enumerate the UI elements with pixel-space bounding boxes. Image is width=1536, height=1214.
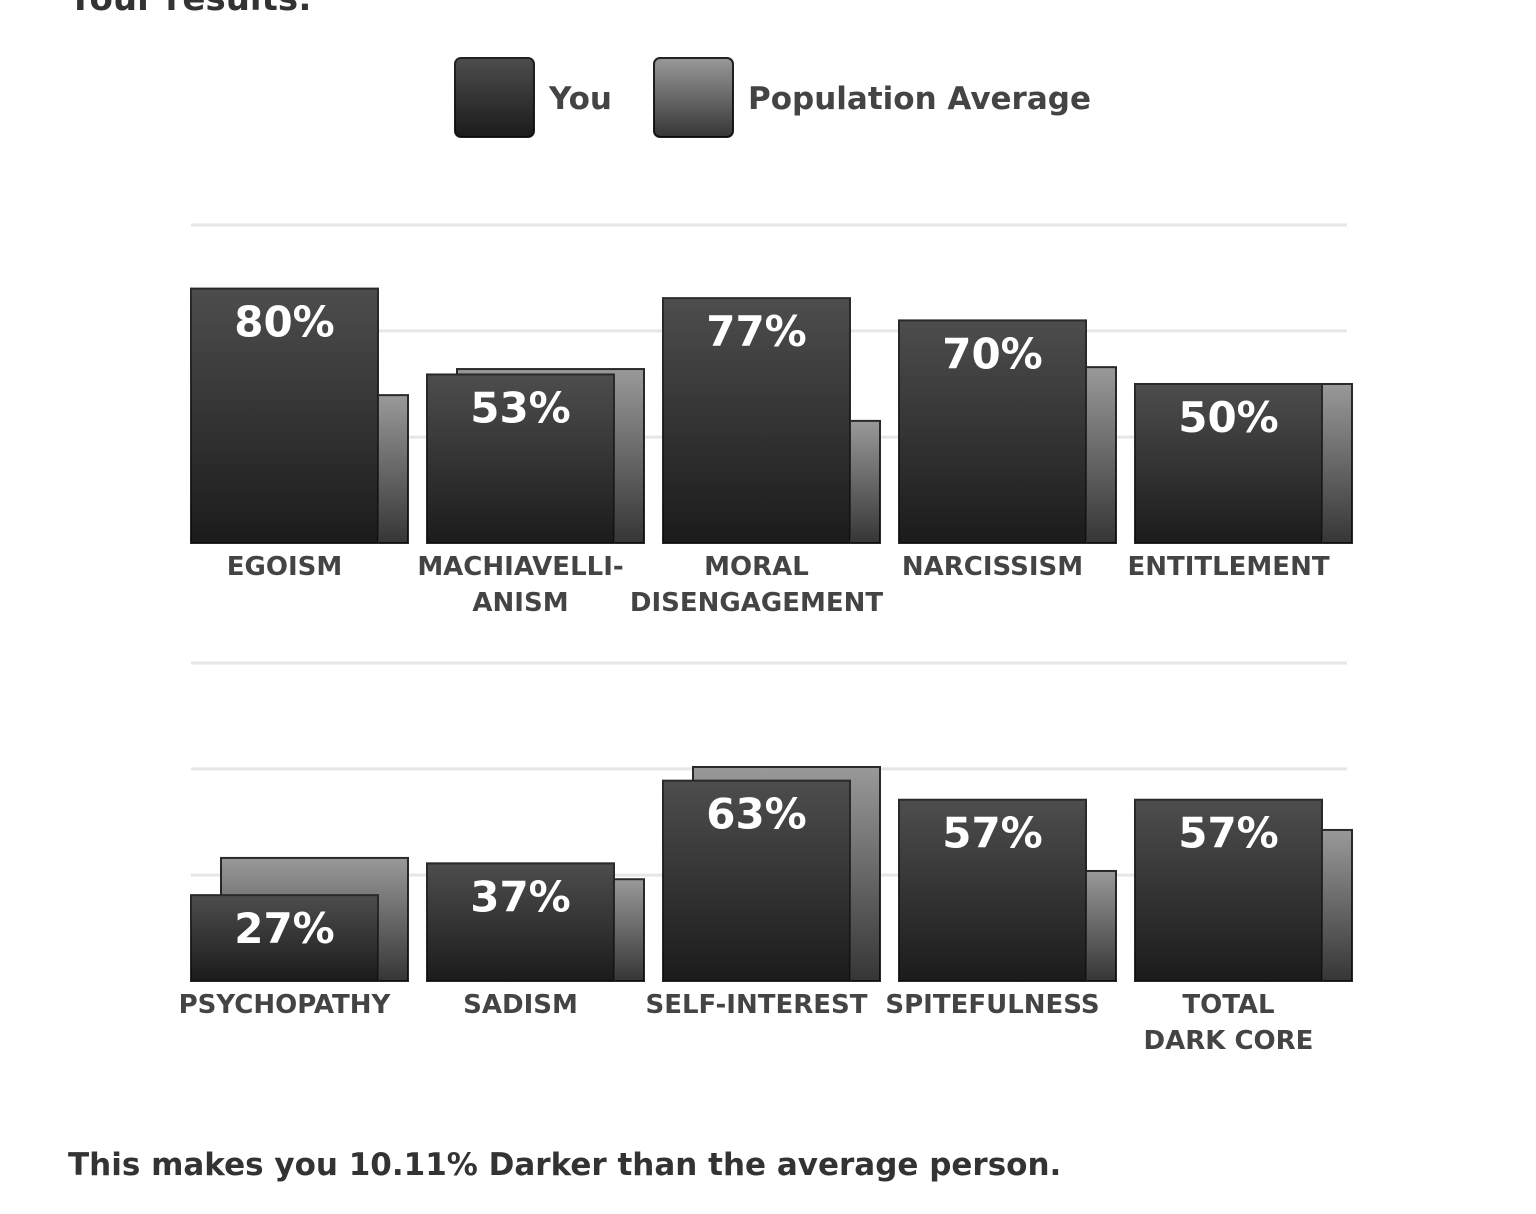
bar-shade [1135,799,1322,981]
summary: This makes you 10.11% Darker than the av… [68,1147,1061,1183]
value-label: 57% [942,809,1043,858]
legend-label: You [548,81,612,117]
category-label: MACHIAVELLI-ANISM [417,552,623,618]
legend-swatch-shade [654,58,733,137]
bar-shade [663,298,850,543]
category-label: MORAL DISENGAGEMENT [630,552,883,618]
heading: Your results: [67,0,312,19]
category-label: SELF-INTEREST [646,990,868,1020]
legend-label: Population Average [748,81,1091,117]
category-label: SPITEFULNESS [885,990,1099,1020]
bar-shade [427,374,614,543]
value-label: 80% [234,298,335,347]
bar-shade [191,895,378,981]
value-label: 27% [234,904,335,953]
category-label: SADISM [463,990,578,1020]
category-label: NARCISSISM [902,552,1083,582]
value-label: 50% [1178,393,1279,442]
value-label: 70% [942,329,1043,378]
category-label: TOTAL DARK CORE [1144,990,1314,1056]
category-label: EGOISM [227,552,342,582]
category-label: PSYCHOPATHY [179,990,392,1020]
value-label: 57% [1178,809,1279,858]
bar-shade [663,780,850,981]
bar-shade [1135,384,1322,543]
bar-shade [899,799,1086,981]
value-label: 77% [706,307,807,356]
bar-shade [427,863,614,981]
value-label: 63% [706,790,807,839]
value-label: 53% [470,383,571,432]
bar-shade [191,288,378,543]
value-label: 37% [470,872,571,921]
category-label: ENTITLEMENT [1127,552,1329,582]
bar-shade [899,320,1086,543]
legend-swatch-shade [455,58,534,137]
